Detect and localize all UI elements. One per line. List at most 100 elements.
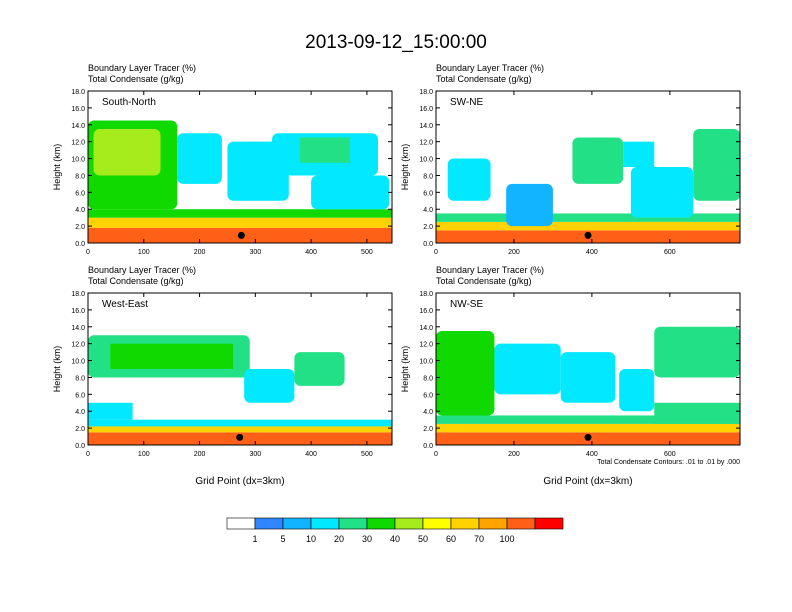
x-axis-label: Grid Point (dx=3km) [543,476,632,487]
panel-label: South-North [102,97,156,108]
tracer-region [447,158,491,201]
y-tick-label: 8.0 [75,375,85,382]
panel-south-north: Boundary Layer Tracer (%)Total Condensat… [52,63,393,256]
panel-west-east: Boundary Layer Tracer (%)Total Condensat… [52,265,393,487]
y-tick-label: 10.0 [419,359,433,366]
y-tick-label: 2.0 [423,224,433,231]
y-tick-label: 18.0 [71,291,85,298]
tracer-region [299,137,351,163]
tracer-region [436,423,740,433]
y-axis-label: Height (km) [400,346,410,393]
x-tick-label: 0 [434,249,438,256]
location-marker [584,231,592,239]
panel-frame [87,90,393,244]
y-tick-label: 14.0 [71,123,85,130]
colorbar-swatch [366,517,396,530]
colorbar-swatch [450,517,480,530]
panel-header-line: Boundary Layer Tracer (%) [436,63,544,73]
tracer-region [693,129,740,201]
y-tick-label: 18.0 [71,89,85,96]
tracer-region [494,343,561,395]
y-tick-label: 16.0 [419,106,433,113]
tracer-region [630,167,694,218]
y-tick-label: 14.0 [71,325,85,332]
tracer-region [177,133,222,184]
tracer-region [623,141,655,167]
colorbar-swatch [310,517,340,530]
y-tick-label: 6.0 [423,392,433,399]
x-tick-label: 600 [664,451,676,458]
y-tick-label: 12.0 [419,342,433,349]
colorbar-swatch [422,517,452,530]
tracer-region [619,369,655,412]
location-marker [237,231,245,239]
x-tick-label: 0 [434,451,438,458]
colorbar-label: 50 [418,534,428,544]
colorbar-label: 60 [446,534,456,544]
x-tick-label: 600 [664,249,676,256]
tracer-region [311,175,390,210]
panel-sw-ne: Boundary Layer Tracer (%)Total Condensat… [400,63,741,256]
tracer-region [654,402,740,424]
y-tick-label: 4.0 [423,409,433,416]
colorbar-swatch [226,517,256,530]
x-tick-label: 400 [586,451,598,458]
y-tick-label: 6.0 [75,392,85,399]
x-tick-label: 100 [138,451,150,458]
panel-nw-se: Boundary Layer Tracer (%)Total Condensat… [400,265,741,487]
panel-header-line: Total Condensate (g/kg) [88,74,184,84]
y-tick-label: 6.0 [423,190,433,197]
colorbar-swatch [478,517,508,530]
tracer-region [294,352,345,386]
panel-header-line: Boundary Layer Tracer (%) [88,265,196,275]
y-tick-label: 14.0 [419,123,433,130]
x-tick-label: 200 [194,451,206,458]
colorbar-swatch [282,517,312,530]
y-tick-label: 12.0 [71,140,85,147]
panel-header-line: Boundary Layer Tracer (%) [88,63,196,73]
colorbar-swatch [394,517,424,530]
panel-header-line: Boundary Layer Tracer (%) [436,265,544,275]
x-tick-label: 400 [305,249,317,256]
x-tick-label: 500 [361,451,373,458]
tracer-region [88,426,392,433]
y-tick-label: 10.0 [71,157,85,164]
y-tick-label: 10.0 [419,157,433,164]
y-tick-label: 12.0 [71,342,85,349]
colorbar-swatch [534,517,564,530]
y-tick-label: 4.0 [75,409,85,416]
y-tick-label: 8.0 [423,173,433,180]
field-group [436,129,740,243]
tracer-region [654,326,740,378]
colorbar-label: 70 [474,534,484,544]
y-tick-label: 18.0 [419,89,433,96]
y-tick-label: 0.0 [75,443,85,450]
y-axis-label: Height (km) [52,346,62,393]
y-tick-label: 16.0 [71,308,85,315]
colorbar-label: 20 [334,534,344,544]
tracer-region [436,415,740,424]
y-tick-label: 18.0 [419,291,433,298]
tracer-region [560,352,616,403]
tracer-region [572,137,624,184]
colorbar-swatch [338,517,368,530]
figure-title: 2013-09-12_15:00:00 [305,32,487,53]
x-tick-label: 100 [138,249,150,256]
x-tick-label: 0 [86,249,90,256]
panel-label: SW-NE [450,97,483,108]
tracer-region [88,209,392,218]
panel-frame [435,90,741,244]
x-tick-label: 200 [194,249,206,256]
y-tick-label: 2.0 [423,426,433,433]
y-tick-label: 6.0 [75,190,85,197]
panel-header-line: Total Condensate (g/kg) [88,276,184,286]
tracer-region [88,217,392,228]
colorbar-label: 10 [306,534,316,544]
x-tick-label: 300 [249,451,261,458]
y-tick-label: 8.0 [423,375,433,382]
colorbar-label: 30 [362,534,372,544]
x-axis-label: Grid Point (dx=3km) [195,476,284,487]
y-axis-label: Height (km) [400,144,410,191]
tracer-region [88,402,133,420]
